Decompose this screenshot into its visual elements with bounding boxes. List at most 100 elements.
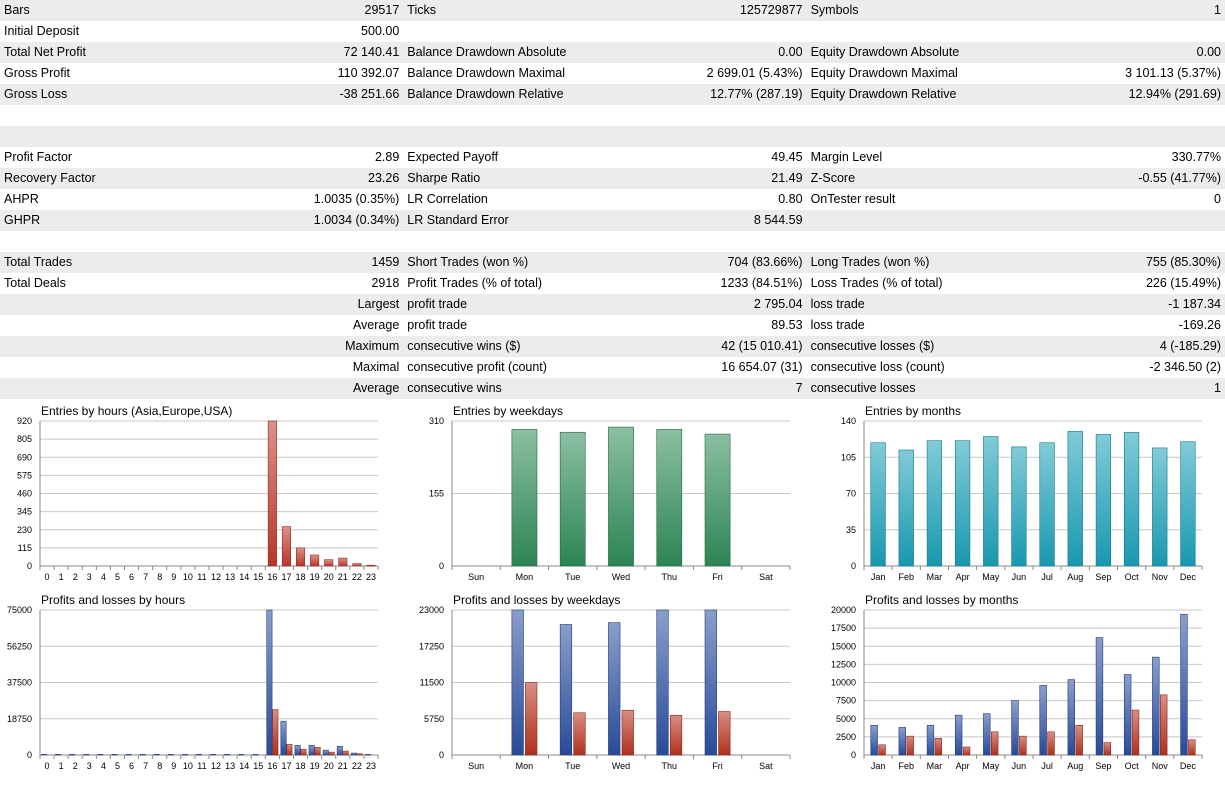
y-tick-label: 155 [429, 489, 444, 499]
profit-bar [238, 754, 245, 756]
x-tick-label: 15 [253, 761, 263, 771]
loss-bar [878, 744, 886, 756]
stat-label: Total Net Profit [0, 42, 265, 63]
x-tick-label: Mar [927, 572, 943, 582]
y-tick-label: 2500 [836, 732, 856, 742]
stat-value [1066, 231, 1225, 252]
y-tick-label: 35 [846, 525, 856, 535]
x-tick-label: 7 [143, 761, 148, 771]
x-tick-label: May [982, 761, 1000, 771]
bar [926, 440, 943, 567]
stat-label [0, 357, 265, 378]
y-tick-label: 7500 [836, 696, 856, 706]
stat-label: Gross Profit [4, 66, 70, 80]
stat-value [1066, 126, 1225, 147]
profit-bar [111, 754, 118, 756]
profit-bar [870, 724, 878, 756]
bar [704, 433, 731, 567]
stat-value: -0.55 (41.77%) [1066, 168, 1225, 189]
stat-label: Recovery Factor [0, 168, 265, 189]
chart-title: Profits and losses by weekdays [453, 593, 620, 607]
stat-label [403, 231, 662, 252]
x-tick-label: 18 [296, 761, 306, 771]
x-tick-label: Jun [1012, 761, 1027, 771]
profit-bar [983, 713, 991, 756]
bar [1180, 441, 1196, 567]
x-tick-label: Sat [759, 761, 773, 771]
chart-title: Entries by weekdays [453, 404, 563, 418]
stat-label: profit trade [403, 294, 663, 315]
stat-label: profit trade [407, 318, 468, 332]
stat-value: 1.0035 (0.35%) [313, 192, 400, 206]
profit-bar [181, 754, 188, 756]
stat-label: Equity Drawdown Absolute [806, 42, 1067, 63]
bar [352, 563, 362, 567]
x-tick-label: Tue [565, 761, 580, 771]
stat-label: loss trade [806, 294, 1067, 315]
stat-label [806, 126, 1067, 147]
x-tick-label: Wed [612, 761, 630, 771]
stats-row [0, 105, 1225, 126]
stat-value: 330.77% [1171, 150, 1221, 164]
stat-label [0, 126, 265, 147]
stat-value: -1 187.34 [1066, 294, 1225, 315]
y-tick-label: 56250 [7, 641, 32, 651]
x-tick-label: 6 [129, 761, 134, 771]
stat-value: Maximal [352, 360, 400, 374]
stat-label: Equity Drawdown Relative [806, 84, 1067, 105]
profit-bar [898, 727, 906, 756]
loss-bar [342, 750, 349, 756]
profit-bar [350, 752, 357, 756]
y-tick-label: 10000 [831, 678, 856, 688]
y-tick-label: 230 [17, 525, 32, 535]
stat-label [0, 378, 265, 399]
stat-value: 110 392.07 [337, 66, 400, 80]
stats-row: Gross Loss -38 251.66 Balance Drawdown Rel… [0, 84, 1225, 105]
bar [310, 554, 320, 567]
profit-bar [1039, 685, 1047, 756]
loss-bar [1075, 724, 1083, 756]
x-tick-label: 4 [101, 761, 106, 771]
x-tick-label: 14 [239, 572, 249, 582]
y-tick-label: 140 [841, 416, 856, 426]
loss-bar [300, 748, 307, 756]
stat-label: Total Trades [0, 252, 265, 273]
y-tick-label: 805 [17, 434, 32, 444]
profit-bar [1123, 674, 1132, 756]
x-tick-label: Thu [662, 761, 678, 771]
stat-label [807, 21, 1066, 42]
y-tick-label: 0 [27, 750, 32, 760]
profit-bar [41, 754, 48, 756]
stat-value: 500.00 [361, 24, 400, 38]
loss-bar [328, 751, 335, 756]
x-tick-label: 22 [352, 761, 362, 771]
stat-label: LR Standard Error [403, 210, 663, 231]
bar [366, 564, 376, 567]
stats-row: Largest profit trade 2 795.04 loss trade -1 … [0, 294, 1225, 315]
loss-bar [272, 709, 279, 756]
y-tick-label: 18750 [7, 714, 32, 724]
bar [324, 559, 334, 567]
x-tick-label: Sun [468, 572, 484, 582]
stats-row: Total Trades 1459 Short Trades (won %) 704 … [0, 252, 1225, 273]
stats-row: Gross Profit 110 392.07 Balance Drawdown M… [0, 63, 1225, 84]
stat-label: Symbols [806, 0, 1067, 21]
x-tick-label: Nov [1152, 761, 1169, 771]
y-tick-label: 105 [841, 452, 856, 462]
x-tick-label: 10 [183, 572, 193, 582]
bar [281, 526, 291, 567]
chart-entries-by-weekdays: Entries by weekdays 310 155 0 Sun Mon Tue Wed Th… [412, 400, 812, 585]
y-tick-label: 115 [18, 543, 32, 553]
bar [1039, 442, 1055, 567]
stat-value [1066, 21, 1225, 42]
stat-value: 0.80 [778, 192, 803, 206]
stat-value: Average [352, 318, 400, 332]
x-tick-label: 12 [211, 572, 221, 582]
profit-bar [83, 754, 90, 756]
bar [267, 420, 277, 567]
x-tick-label: 22 [352, 572, 362, 582]
profit-bar [365, 754, 371, 756]
loss-bar [1131, 709, 1140, 756]
bar [296, 547, 306, 567]
x-tick-label: Aug [1067, 761, 1083, 771]
